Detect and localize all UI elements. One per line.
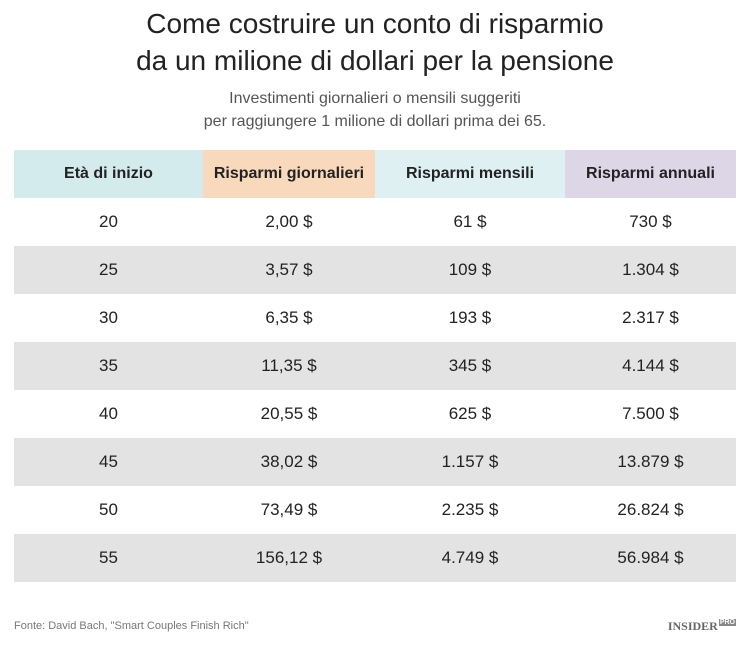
table-cell: 73,49 $ xyxy=(260,500,318,519)
table-cell: 45 xyxy=(99,452,118,471)
subtitle-line: per raggiungere 1 milione di dollari pri… xyxy=(203,113,547,130)
table-cell: 7.500 $ xyxy=(622,404,679,423)
table-cell: 345 $ xyxy=(448,356,492,375)
row-band xyxy=(14,534,736,582)
table-cell: 40 xyxy=(99,404,118,423)
table-cell: 730 $ xyxy=(629,212,672,231)
table-cell: 11,35 $ xyxy=(261,356,317,375)
logo-suffix: PRO xyxy=(718,619,736,626)
table-cell: 20,55 $ xyxy=(260,404,318,423)
table-cell: 625 $ xyxy=(448,404,492,423)
column-header: Risparmi giornalieri xyxy=(203,150,375,198)
row-band xyxy=(14,438,736,486)
column-header: Risparmi annuali xyxy=(565,150,736,198)
table-cell: 2.235 $ xyxy=(441,500,499,519)
logo: INSIDER PRO xyxy=(668,619,736,634)
table-cell: 30 xyxy=(99,308,118,327)
title-line: da un milione di dollari per la pensione xyxy=(136,45,614,76)
table-cell: 55 xyxy=(99,548,118,567)
column-header: Età di inizio xyxy=(14,150,203,198)
table-cell: 25 xyxy=(99,260,118,279)
table-cell: 3,57 $ xyxy=(265,260,313,279)
table-cell: 2,00 $ xyxy=(265,212,313,231)
table-cell: 26.824 $ xyxy=(617,500,684,519)
table-cell: 20 xyxy=(99,212,118,231)
table-cell: 6,35 $ xyxy=(265,308,313,327)
table-cell: 109 $ xyxy=(448,260,492,279)
source-note: Fonte: David Bach, "Smart Couples Finish… xyxy=(14,620,249,632)
table-cell: 61 $ xyxy=(453,212,487,231)
table-cell: 13.879 $ xyxy=(617,452,684,471)
table-cell: 193 $ xyxy=(448,308,492,327)
table-cell: 35 xyxy=(99,356,118,375)
logo-text: INSIDER xyxy=(667,619,718,633)
table-cell: 1.157 $ xyxy=(441,452,499,471)
table-cell: 50 xyxy=(99,500,118,519)
row-band xyxy=(14,342,736,390)
table-cell: 2.317 $ xyxy=(622,308,679,327)
table-cell: 156,12 $ xyxy=(255,548,323,567)
table-cell: 56.984 $ xyxy=(617,548,684,567)
row-band xyxy=(14,246,736,294)
table-cell: 4.749 $ xyxy=(441,548,499,567)
table-cell: 38,02 $ xyxy=(260,452,318,471)
title-line: Come costruire un conto di risparmio xyxy=(146,8,604,39)
table-cell: 1.304 $ xyxy=(622,260,679,279)
column-header: Risparmi mensili xyxy=(375,150,565,198)
table-cell: 4.144 $ xyxy=(622,356,679,375)
subtitle-line: Investimenti giornalieri o mensili sugge… xyxy=(229,90,521,107)
